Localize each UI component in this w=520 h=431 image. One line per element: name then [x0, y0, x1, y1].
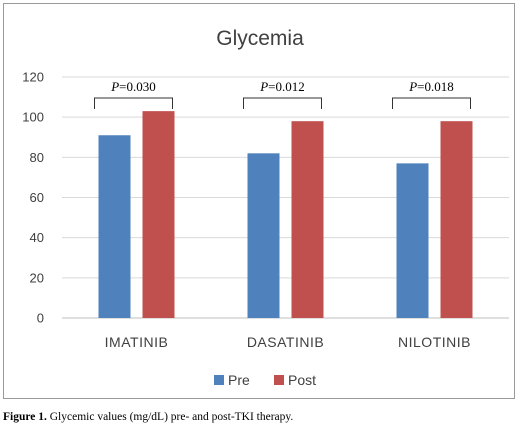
significance-bracket: [243, 97, 322, 109]
category-label: IMATINIB: [105, 334, 169, 350]
y-tick-label: 60: [30, 190, 44, 205]
y-tick-label: 100: [22, 110, 44, 125]
p-value-label: P=0.030: [110, 79, 156, 94]
y-tick-label: 120: [22, 70, 44, 85]
legend-swatch-post: [274, 375, 284, 385]
y-tick-label: 40: [30, 230, 44, 245]
bar-pre-dasatinib: [247, 153, 280, 318]
glycemia-bar-chart: Glycemia 0 20 40 60 80 100 120 IMATINIB DASATIN…: [22, 27, 509, 388]
bar-pre-imatinib: [98, 135, 131, 318]
bars: [98, 111, 473, 319]
legend-label-pre: Pre: [228, 372, 250, 388]
chart-title: Glycemia: [216, 27, 304, 50]
bar-post-dasatinib: [291, 121, 324, 318]
bar-post-nilotinib: [440, 121, 473, 318]
category-labels: IMATINIB DASATINIB NILOTINIB: [105, 334, 471, 350]
significance-bracket: [94, 97, 173, 109]
p-value-label: P=0.012: [259, 79, 305, 94]
category-label: DASATINIB: [247, 334, 324, 350]
gridlines: [62, 76, 509, 319]
category-label: NILOTINIB: [398, 334, 471, 350]
figure-caption: Figure 1. Glycemic values (mg/dL) pre- a…: [3, 411, 518, 423]
p-value-annotations: P=0.030 P=0.012 P=0.018: [94, 79, 471, 109]
legend: Pre Post: [214, 372, 316, 388]
y-tick-label: 0: [37, 311, 44, 326]
p-value-label: P=0.018: [408, 79, 454, 94]
legend-label-post: Post: [288, 372, 316, 388]
legend-swatch-pre: [214, 375, 224, 385]
caption-text: Glycemic values (mg/dL) pre- and post-TK…: [46, 411, 294, 423]
y-axis-tick-labels: 0 20 40 60 80 100 120: [22, 70, 44, 326]
y-tick-label: 80: [30, 150, 44, 165]
significance-bracket: [392, 97, 471, 109]
bar-pre-nilotinib: [396, 163, 429, 318]
bar-post-imatinib: [142, 111, 175, 319]
y-tick-label: 20: [30, 270, 44, 285]
chart-frame: Glycemia 0 20 40 60 80 100 120 IMATINIB DASATIN…: [3, 3, 515, 399]
caption-label: Figure 1.: [3, 411, 47, 423]
